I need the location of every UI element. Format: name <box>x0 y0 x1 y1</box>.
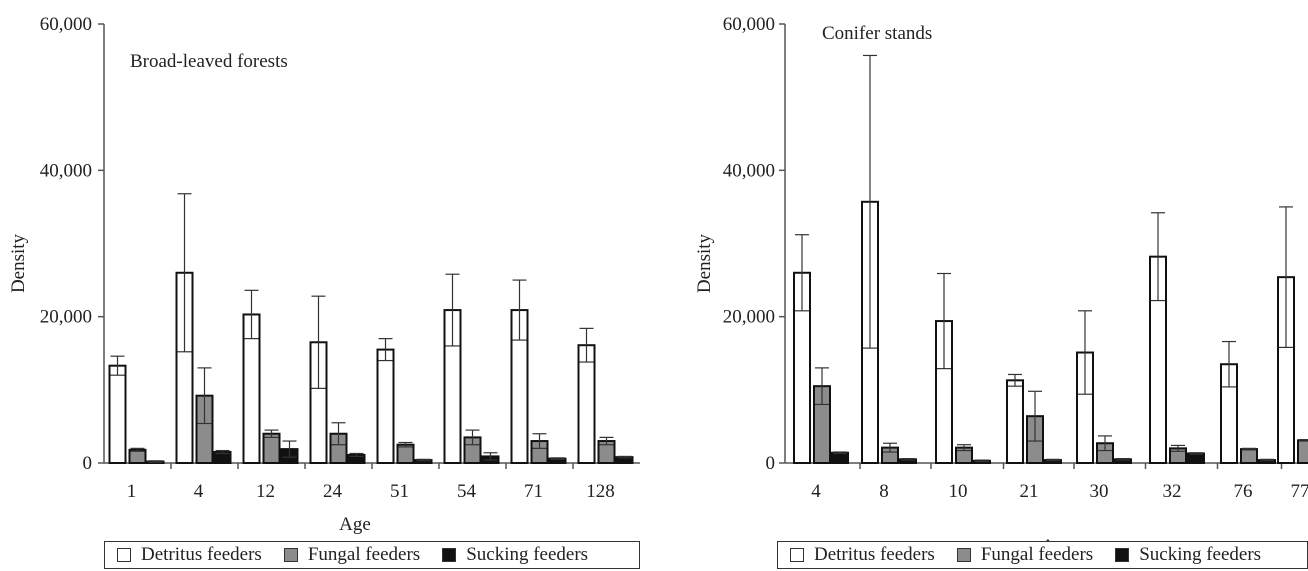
x-tick-label: 4 <box>194 481 204 502</box>
bar-sucking-feeders <box>831 451 849 464</box>
legend-item-sucking: Sucking feeders <box>1115 544 1261 566</box>
x-tick-label: 51 <box>390 481 409 502</box>
bar-fungal-feeders <box>1297 439 1308 464</box>
bar-sucking-feeders <box>1187 452 1205 465</box>
legend-item-fungal: Fungal feeders <box>283 544 421 566</box>
legend-label-sucking: Sucking feeders <box>1139 544 1262 565</box>
y-axis-title: Density <box>694 233 715 293</box>
legend-swatch-fungal <box>283 548 298 562</box>
x-tick-label: 77 <box>1291 481 1308 502</box>
x-tick-label: 10 <box>949 481 968 502</box>
bar-fungal-feeders <box>262 432 281 465</box>
y-tick-label: 40,000 <box>40 160 92 181</box>
x-tick-label: 1 <box>127 481 137 502</box>
x-tick-label: 8 <box>879 481 889 502</box>
legend-swatch-sucking <box>442 548 457 562</box>
legend-item-detritus: Detritus feeders <box>790 544 935 566</box>
x-tick-label: 71 <box>524 481 543 502</box>
bar-detritus-feeders <box>108 364 127 464</box>
legend-item-detritus: Detritus feeders <box>117 544 262 566</box>
y-tick-label: 20,000 <box>40 307 92 328</box>
y-tick-label: 60,000 <box>40 14 92 35</box>
legend-label-fungal: Fungal feeders <box>307 544 421 565</box>
y-tick-label: 60,000 <box>723 14 775 35</box>
legend-swatch-fungal <box>956 548 971 562</box>
x-tick-label: 30 <box>1090 481 1109 502</box>
legend-label-detritus: Detritus feeders <box>141 544 262 565</box>
x-tick-label: 128 <box>586 481 615 502</box>
y-tick-label: 20,000 <box>723 307 775 328</box>
legend-left: Detritus feeders Fungal feeders Sucking … <box>104 541 640 569</box>
y-tick-label: 40,000 <box>723 160 775 181</box>
bar-fungal-feeders <box>1240 448 1258 464</box>
x-tick-label: 54 <box>457 481 477 502</box>
legend-right: Detritus feeders Fungal feeders Sucking … <box>777 541 1308 569</box>
x-tick-label: 32 <box>1163 481 1182 502</box>
chart-panel-1: 0 20,000 40,000 60,000 Density Broad-leaved f… <box>8 14 640 535</box>
x-tick-label: 4 <box>811 481 821 502</box>
y-tick-label: 0 <box>83 453 93 474</box>
x-tick-label: 21 <box>1020 481 1039 502</box>
x-tick-label: 76 <box>1234 481 1253 502</box>
legend-label-detritus: Detritus feeders <box>814 544 935 565</box>
y-axis-title: Density <box>8 233 29 293</box>
x-tick-label: 12 <box>256 481 275 502</box>
legend-swatch-detritus <box>117 548 131 562</box>
bar-detritus-feeders <box>376 348 395 465</box>
legend-item-fungal: Fungal feeders <box>956 544 1094 566</box>
bar-detritus-feeders <box>577 344 596 464</box>
x-axis-title: Age <box>339 514 371 535</box>
panel-label: Broad-leaved forests <box>130 51 288 72</box>
legend-item-sucking: Sucking feeders <box>442 544 588 566</box>
y-tick-label: 0 <box>766 453 776 474</box>
legend-swatch-detritus <box>790 548 804 562</box>
bar-detritus-feeders <box>1006 379 1024 464</box>
legend-label-fungal: Fungal feeders <box>980 544 1094 565</box>
panel-label: Conifer stands <box>822 23 932 44</box>
x-tick-label: 24 <box>323 481 343 502</box>
legend-swatch-sucking <box>1115 548 1130 562</box>
legend-label-sucking: Sucking feeders <box>466 544 589 565</box>
chart-panel-2: 0 20,000 40,000 60,000 Density Conifer stands… <box>694 14 1308 557</box>
